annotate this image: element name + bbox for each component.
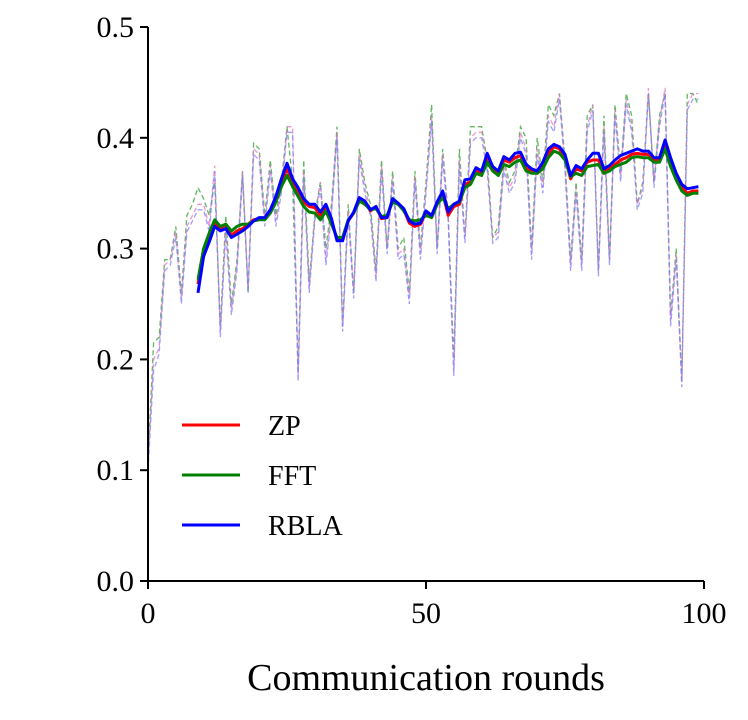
series-line-rbla	[196, 138, 699, 294]
legend-label-fft: FFT	[268, 461, 316, 492]
x-tick-label: 0	[141, 597, 156, 630]
raw-series-line-0	[147, 92, 699, 460]
y-tick-label: 0.3	[97, 233, 135, 266]
y-tick-label: 0.1	[97, 454, 135, 487]
x-axis-title: Communication rounds	[247, 657, 605, 699]
y-tick-label: 0.5	[97, 11, 135, 44]
x-tick-label: 100	[682, 597, 727, 630]
x-tick-label: 50	[411, 597, 441, 630]
y-tick-label: 0.2	[97, 343, 135, 376]
y-tick-label: 0.0	[97, 565, 135, 598]
series-layer	[196, 138, 699, 294]
raw-series-layer	[147, 87, 699, 471]
ticks: 0.0 0.1 0.2 0.3 0.4 0.5 0 50 100	[97, 11, 727, 630]
y-tick-label: 0.4	[97, 122, 135, 155]
legend: ZP FFT RBLA	[182, 411, 343, 542]
legend-label-zp: ZP	[268, 411, 301, 442]
legend-label-rbla: RBLA	[268, 511, 343, 542]
raw-series-line-1	[147, 87, 699, 465]
